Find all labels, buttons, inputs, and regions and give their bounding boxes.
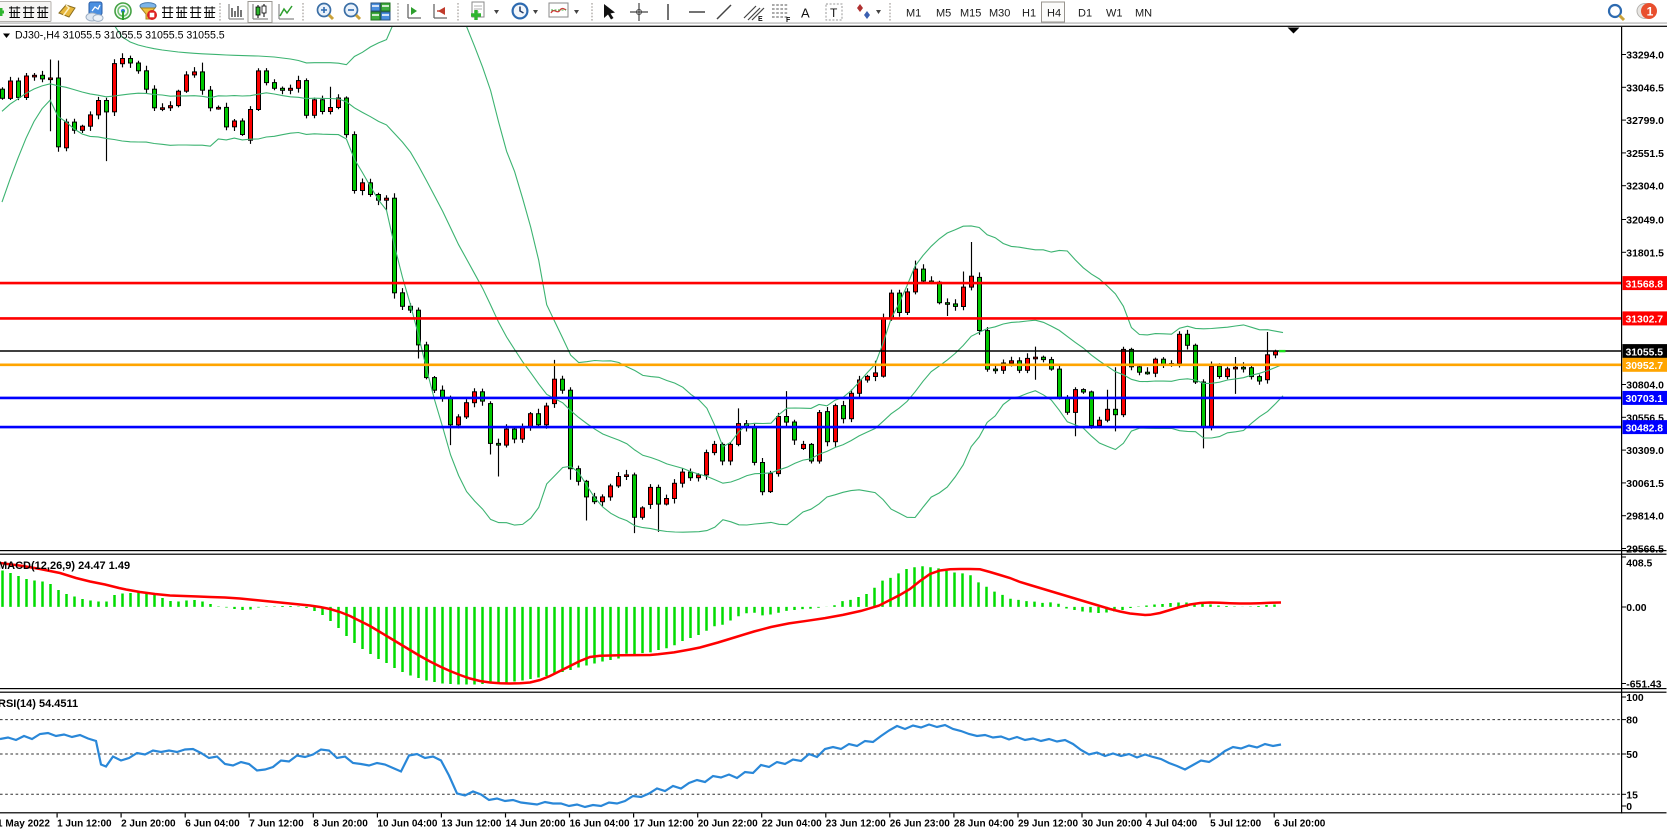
svg-text:31055.5: 31055.5 [1626, 347, 1664, 358]
svg-text:H1: H1 [1022, 8, 1036, 20]
svg-text:T: T [830, 6, 838, 20]
svg-text:MN: MN [1135, 8, 1152, 20]
svg-text:5 Jul 12:00: 5 Jul 12:00 [1210, 819, 1262, 830]
svg-text:RSI(14) 54.4511: RSI(14) 54.4511 [0, 698, 78, 710]
svg-text:20 Jun 22:00: 20 Jun 22:00 [698, 819, 758, 830]
svg-text:22 Jun 04:00: 22 Jun 04:00 [762, 819, 822, 830]
svg-text:23 Jun 12:00: 23 Jun 12:00 [826, 819, 886, 830]
svg-text:MACD(12,26,9) 24.47 1.49: MACD(12,26,9) 24.47 1.49 [0, 560, 130, 572]
svg-text:30 Jun 20:00: 30 Jun 20:00 [1082, 819, 1142, 830]
svg-text:M5: M5 [936, 8, 951, 20]
svg-text:29814.0: 29814.0 [1626, 512, 1664, 523]
svg-text:30482.8: 30482.8 [1626, 423, 1664, 434]
svg-text:30952.7: 30952.7 [1626, 361, 1664, 372]
svg-text:33046.5: 33046.5 [1626, 83, 1664, 94]
svg-text:M15: M15 [960, 8, 981, 20]
svg-text:8 Jun 20:00: 8 Jun 20:00 [313, 819, 368, 830]
svg-text:17 Jun 12:00: 17 Jun 12:00 [634, 819, 694, 830]
svg-text:F: F [786, 17, 791, 24]
svg-text:A: A [801, 6, 810, 21]
svg-text:M30: M30 [989, 8, 1010, 20]
svg-text:1 Jun 12:00: 1 Jun 12:00 [57, 819, 112, 830]
svg-text:15: 15 [1626, 790, 1638, 801]
svg-text:26 Jun 23:00: 26 Jun 23:00 [890, 819, 950, 830]
svg-text:33294.0: 33294.0 [1626, 51, 1664, 62]
svg-text:H4: H4 [1047, 8, 1061, 20]
svg-text:32551.5: 32551.5 [1626, 149, 1664, 160]
svg-text:29 Jun 12:00: 29 Jun 12:00 [1018, 819, 1078, 830]
svg-text:80: 80 [1626, 716, 1638, 727]
svg-text:M1: M1 [906, 8, 921, 20]
svg-text:16 Jun 04:00: 16 Jun 04:00 [570, 819, 630, 830]
svg-text:7 Jun 12:00: 7 Jun 12:00 [249, 819, 304, 830]
svg-text:10 Jun 04:00: 10 Jun 04:00 [377, 819, 437, 830]
svg-text:0.00: 0.00 [1626, 603, 1646, 614]
svg-text:D1: D1 [1078, 8, 1092, 20]
svg-text:32304.0: 32304.0 [1626, 182, 1664, 193]
svg-text:50: 50 [1626, 750, 1638, 761]
svg-text:13 Jun 12:00: 13 Jun 12:00 [441, 819, 501, 830]
svg-text:100: 100 [1626, 693, 1644, 704]
svg-text:30061.5: 30061.5 [1626, 479, 1664, 490]
svg-text:31302.7: 31302.7 [1626, 315, 1664, 326]
svg-text:W1: W1 [1106, 8, 1123, 20]
svg-text:32049.0: 32049.0 [1626, 216, 1664, 227]
svg-text:28 Jun 04:00: 28 Jun 04:00 [954, 819, 1014, 830]
svg-text:31801.5: 31801.5 [1626, 248, 1664, 259]
svg-text:32799.0: 32799.0 [1626, 116, 1664, 127]
svg-text:6 Jun 04:00: 6 Jun 04:00 [185, 819, 240, 830]
svg-text:14 Jun 20:00: 14 Jun 20:00 [506, 819, 566, 830]
svg-text:6 Jul 20:00: 6 Jul 20:00 [1274, 819, 1326, 830]
svg-text:-651.43: -651.43 [1626, 680, 1661, 691]
svg-text:30309.0: 30309.0 [1626, 446, 1664, 457]
svg-text:30703.1: 30703.1 [1626, 394, 1664, 405]
svg-text:E: E [758, 16, 763, 23]
svg-text:1: 1 [1647, 5, 1654, 19]
svg-text:30804.0: 30804.0 [1626, 381, 1664, 392]
svg-text:4 Jul 04:00: 4 Jul 04:00 [1146, 819, 1198, 830]
svg-text:2 Jun 20:00: 2 Jun 20:00 [121, 819, 176, 830]
svg-text:31568.8: 31568.8 [1626, 279, 1664, 290]
svg-text:DJ30-,H4 31055.5 31055.5 3105: DJ30-,H4 31055.5 31055.5 31055.5 31055.5 [15, 30, 225, 42]
svg-text:31 May 2022: 31 May 2022 [0, 819, 50, 830]
svg-text:0: 0 [1626, 802, 1632, 813]
svg-text:408.5: 408.5 [1626, 559, 1652, 570]
svg-text:29566.5: 29566.5 [1626, 545, 1664, 556]
